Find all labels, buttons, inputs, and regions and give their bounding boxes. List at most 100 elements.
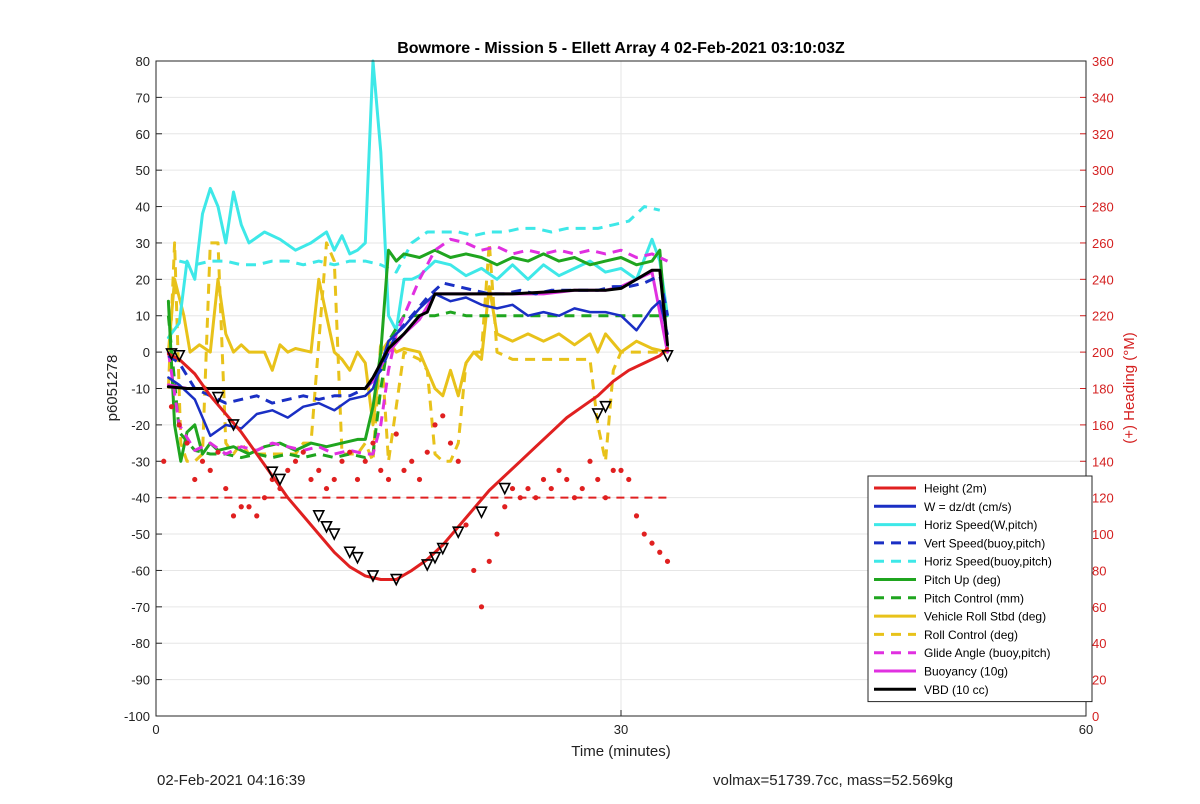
y2-tick-label-12: 240 xyxy=(1092,272,1114,287)
heading-point-2 xyxy=(176,422,182,428)
x-axis-label: Time (minutes) xyxy=(571,743,670,760)
y2-tick-label-9: 180 xyxy=(1092,382,1114,397)
heading-point-52 xyxy=(564,476,570,483)
heading-point-24 xyxy=(347,449,353,455)
direction-marker-3 xyxy=(227,419,240,432)
y-tick-label-7: -30 xyxy=(131,454,150,469)
direction-marker-19 xyxy=(591,408,605,421)
y-tick-label-4: -60 xyxy=(131,563,150,578)
heading-point-37 xyxy=(447,440,454,446)
heading-point-5 xyxy=(199,458,206,464)
heading-point-1 xyxy=(168,404,175,410)
heading-point-35 xyxy=(432,422,438,428)
y2-tick-label-6: 120 xyxy=(1092,491,1114,506)
direction-marker-7 xyxy=(320,520,333,534)
y2-tick-label-5: 100 xyxy=(1092,527,1114,542)
heading-point-10 xyxy=(238,504,244,510)
heading-point-31 xyxy=(401,467,407,473)
heading-point-57 xyxy=(602,495,609,501)
y2-tick-label-1: 20 xyxy=(1092,673,1106,688)
footer-volmax-mass: volmax=51739.7cc, mass=52.569kg xyxy=(713,772,954,789)
direction-marker-15 xyxy=(436,542,450,556)
heading-point-33 xyxy=(416,476,423,483)
heading-point-46 xyxy=(517,495,523,501)
heading-point-11 xyxy=(246,504,252,510)
direction-marker-21 xyxy=(661,349,674,363)
heading-point-50 xyxy=(548,485,554,492)
x-tick-label-1: 30 xyxy=(614,722,628,737)
y2-tick-label-8: 160 xyxy=(1092,418,1114,433)
direction-marker-0 xyxy=(165,348,178,361)
y-tick-label-6: -40 xyxy=(131,491,150,506)
y2-tick-label-16: 320 xyxy=(1092,127,1114,142)
direction-marker-4 xyxy=(265,466,279,479)
heading-point-27 xyxy=(370,440,376,446)
legend-label-0: Height (2m) xyxy=(924,482,987,496)
heading-point-23 xyxy=(339,458,345,464)
y2-tick-label-18: 360 xyxy=(1092,54,1114,69)
legend-label-10: Buoyancy (10g) xyxy=(924,665,1008,679)
y2-tick-label-11: 220 xyxy=(1092,309,1114,324)
heading-point-44 xyxy=(502,504,508,510)
heading-point-26 xyxy=(362,458,368,464)
direction-marker-6 xyxy=(312,510,326,523)
legend-box xyxy=(867,475,1093,703)
chart-title: Bowmore - Mission 5 - Ellett Array 4 02-… xyxy=(397,40,845,57)
direction-marker-11 xyxy=(366,570,380,583)
legend-label-9: Glide Angle (buoy,pitch) xyxy=(924,646,1051,660)
legend: Height (2m) W = dz/dt (cm/s) Horiz Speed(W… xyxy=(867,475,1093,703)
heading-point-29 xyxy=(385,476,392,483)
heading-point-14 xyxy=(269,476,275,483)
heading-points-group xyxy=(161,404,671,610)
legend-label-2: Horiz Speed(W,pitch) xyxy=(924,518,1037,532)
heading-point-25 xyxy=(354,476,361,483)
heading-point-65 xyxy=(664,558,671,564)
legend-label-8: Roll Control (deg) xyxy=(924,628,1018,642)
series-line-11 xyxy=(166,268,669,390)
y-tick-label-11: 10 xyxy=(136,309,150,324)
y2-tick-label-3: 60 xyxy=(1092,600,1106,615)
heading-point-4 xyxy=(192,476,198,483)
y-tick-label-17: 70 xyxy=(136,90,150,105)
heading-point-12 xyxy=(254,513,260,519)
series-line-9 xyxy=(166,237,669,456)
y2-tick-label-13: 260 xyxy=(1092,236,1114,251)
legend-label-1: W = dz/dt (cm/s) xyxy=(924,500,1012,514)
y-tick-label-12: 20 xyxy=(136,272,150,287)
heading-point-19 xyxy=(308,476,314,483)
heading-point-32 xyxy=(409,458,415,464)
heading-point-28 xyxy=(378,467,384,473)
heading-point-15 xyxy=(277,485,283,492)
direction-marker-13 xyxy=(420,559,434,572)
heading-point-0 xyxy=(161,458,167,464)
series-group xyxy=(166,59,669,581)
x-tick-label-2: 60 xyxy=(1079,722,1093,737)
heading-point-39 xyxy=(463,522,469,528)
heading-point-60 xyxy=(626,476,632,483)
direction-markers-group xyxy=(165,348,674,587)
heading-point-63 xyxy=(649,540,655,546)
heading-point-41 xyxy=(478,604,485,610)
y-tick-label-18: 80 xyxy=(136,54,150,69)
direction-marker-17 xyxy=(475,506,488,520)
heading-point-55 xyxy=(587,458,593,464)
heading-point-51 xyxy=(556,467,562,473)
y2-tick-label-15: 300 xyxy=(1092,163,1114,178)
plot-frame xyxy=(155,60,1087,717)
y-tick-label-2: -80 xyxy=(131,636,150,651)
series-line-6 xyxy=(166,310,668,460)
heading-point-53 xyxy=(571,495,578,501)
y2-axis-label: (+) Heading (°M) xyxy=(1121,332,1138,443)
direction-marker-14 xyxy=(428,551,442,565)
heading-point-17 xyxy=(292,458,299,464)
heading-point-36 xyxy=(440,413,446,419)
heading-point-62 xyxy=(641,531,647,537)
direction-marker-12 xyxy=(389,573,403,587)
heading-point-30 xyxy=(393,431,399,437)
heading-point-8 xyxy=(223,485,229,492)
y2-tick-label-7: 140 xyxy=(1092,454,1114,469)
heading-point-18 xyxy=(300,449,306,455)
legend-label-4: Horiz Speed(buoy,pitch) xyxy=(924,555,1052,569)
legend-label-3: Vert Speed(buoy,pitch) xyxy=(924,536,1045,550)
legend-label-5: Pitch Up (deg) xyxy=(924,573,1001,587)
